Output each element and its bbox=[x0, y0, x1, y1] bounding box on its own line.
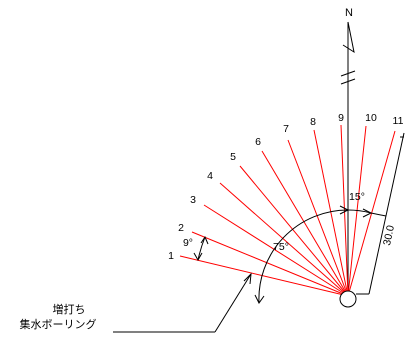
ray-label-8: 8 bbox=[310, 116, 316, 128]
borehole-ray-3 bbox=[203, 204, 349, 297]
borehole-ray-4 bbox=[219, 182, 349, 297]
callout-leader-arrowhead bbox=[243, 272, 252, 285]
north-offset-label: 15° bbox=[349, 191, 365, 203]
ray-label-11: 11 bbox=[393, 115, 404, 127]
borehole-ray-1 bbox=[179, 255, 349, 297]
ray-spacing-arrowhead-bottom bbox=[193, 252, 203, 262]
north-arrow-head bbox=[342, 21, 355, 54]
north-label: N bbox=[345, 7, 353, 19]
borehole-ray-7 bbox=[287, 139, 349, 297]
length-dimension: 30.0 bbox=[356, 132, 405, 295]
ray-spacing-arc bbox=[197, 236, 206, 261]
north-offset-arrowhead bbox=[362, 208, 373, 218]
length-label: 30.0 bbox=[381, 224, 397, 247]
length-dimension-line bbox=[368, 132, 405, 295]
north-tick-lower bbox=[340, 78, 356, 85]
north-arrow: N bbox=[340, 7, 356, 295]
borehole-ray-2 bbox=[191, 231, 349, 297]
borehole-rays bbox=[179, 124, 396, 297]
ray-label-2: 2 bbox=[178, 222, 184, 234]
callout-leader-line bbox=[214, 273, 252, 333]
ray-label-7: 7 bbox=[283, 123, 289, 135]
spread-angle-arc bbox=[258, 209, 349, 304]
spread-angle-label: 75° bbox=[273, 241, 289, 253]
ray-label-4: 4 bbox=[207, 170, 213, 182]
ray-label-6: 6 bbox=[255, 136, 261, 148]
ray-spacing-arrowhead-top bbox=[200, 235, 209, 245]
ray-label-3: 3 bbox=[190, 194, 196, 206]
borehole-ray-8 bbox=[313, 129, 349, 297]
ray-label-9: 9 bbox=[338, 112, 344, 124]
borehole-ray-6 bbox=[261, 150, 349, 297]
borehole-ray-labels: 1 2 3 4 5 6 7 8 9 10 11 bbox=[168, 112, 404, 262]
spread-arc-arrowhead-left bbox=[254, 294, 265, 304]
north-tick-upper bbox=[340, 70, 356, 77]
spread-angle-dimension: 75° bbox=[254, 205, 350, 304]
north-offset-extension bbox=[370, 212, 387, 217]
ray-spacing-angle-dimension: 9° bbox=[183, 235, 209, 262]
borehole-ray-10 bbox=[347, 125, 367, 297]
borehole-ray-5 bbox=[239, 165, 349, 297]
ray-label-5: 5 bbox=[230, 151, 236, 163]
ray-label-1: 1 bbox=[168, 250, 174, 262]
north-offset-angle-dimension: 15° bbox=[347, 191, 387, 218]
callout-line-1: 増打ち bbox=[53, 302, 86, 316]
callout-line-2: 集水ボーリング bbox=[20, 317, 97, 331]
callout: 増打ち 集水ボーリング bbox=[20, 272, 252, 333]
borehole-origin-circle bbox=[339, 290, 357, 308]
ray-spacing-label: 9° bbox=[183, 237, 193, 249]
ray-label-10: 10 bbox=[365, 112, 377, 124]
